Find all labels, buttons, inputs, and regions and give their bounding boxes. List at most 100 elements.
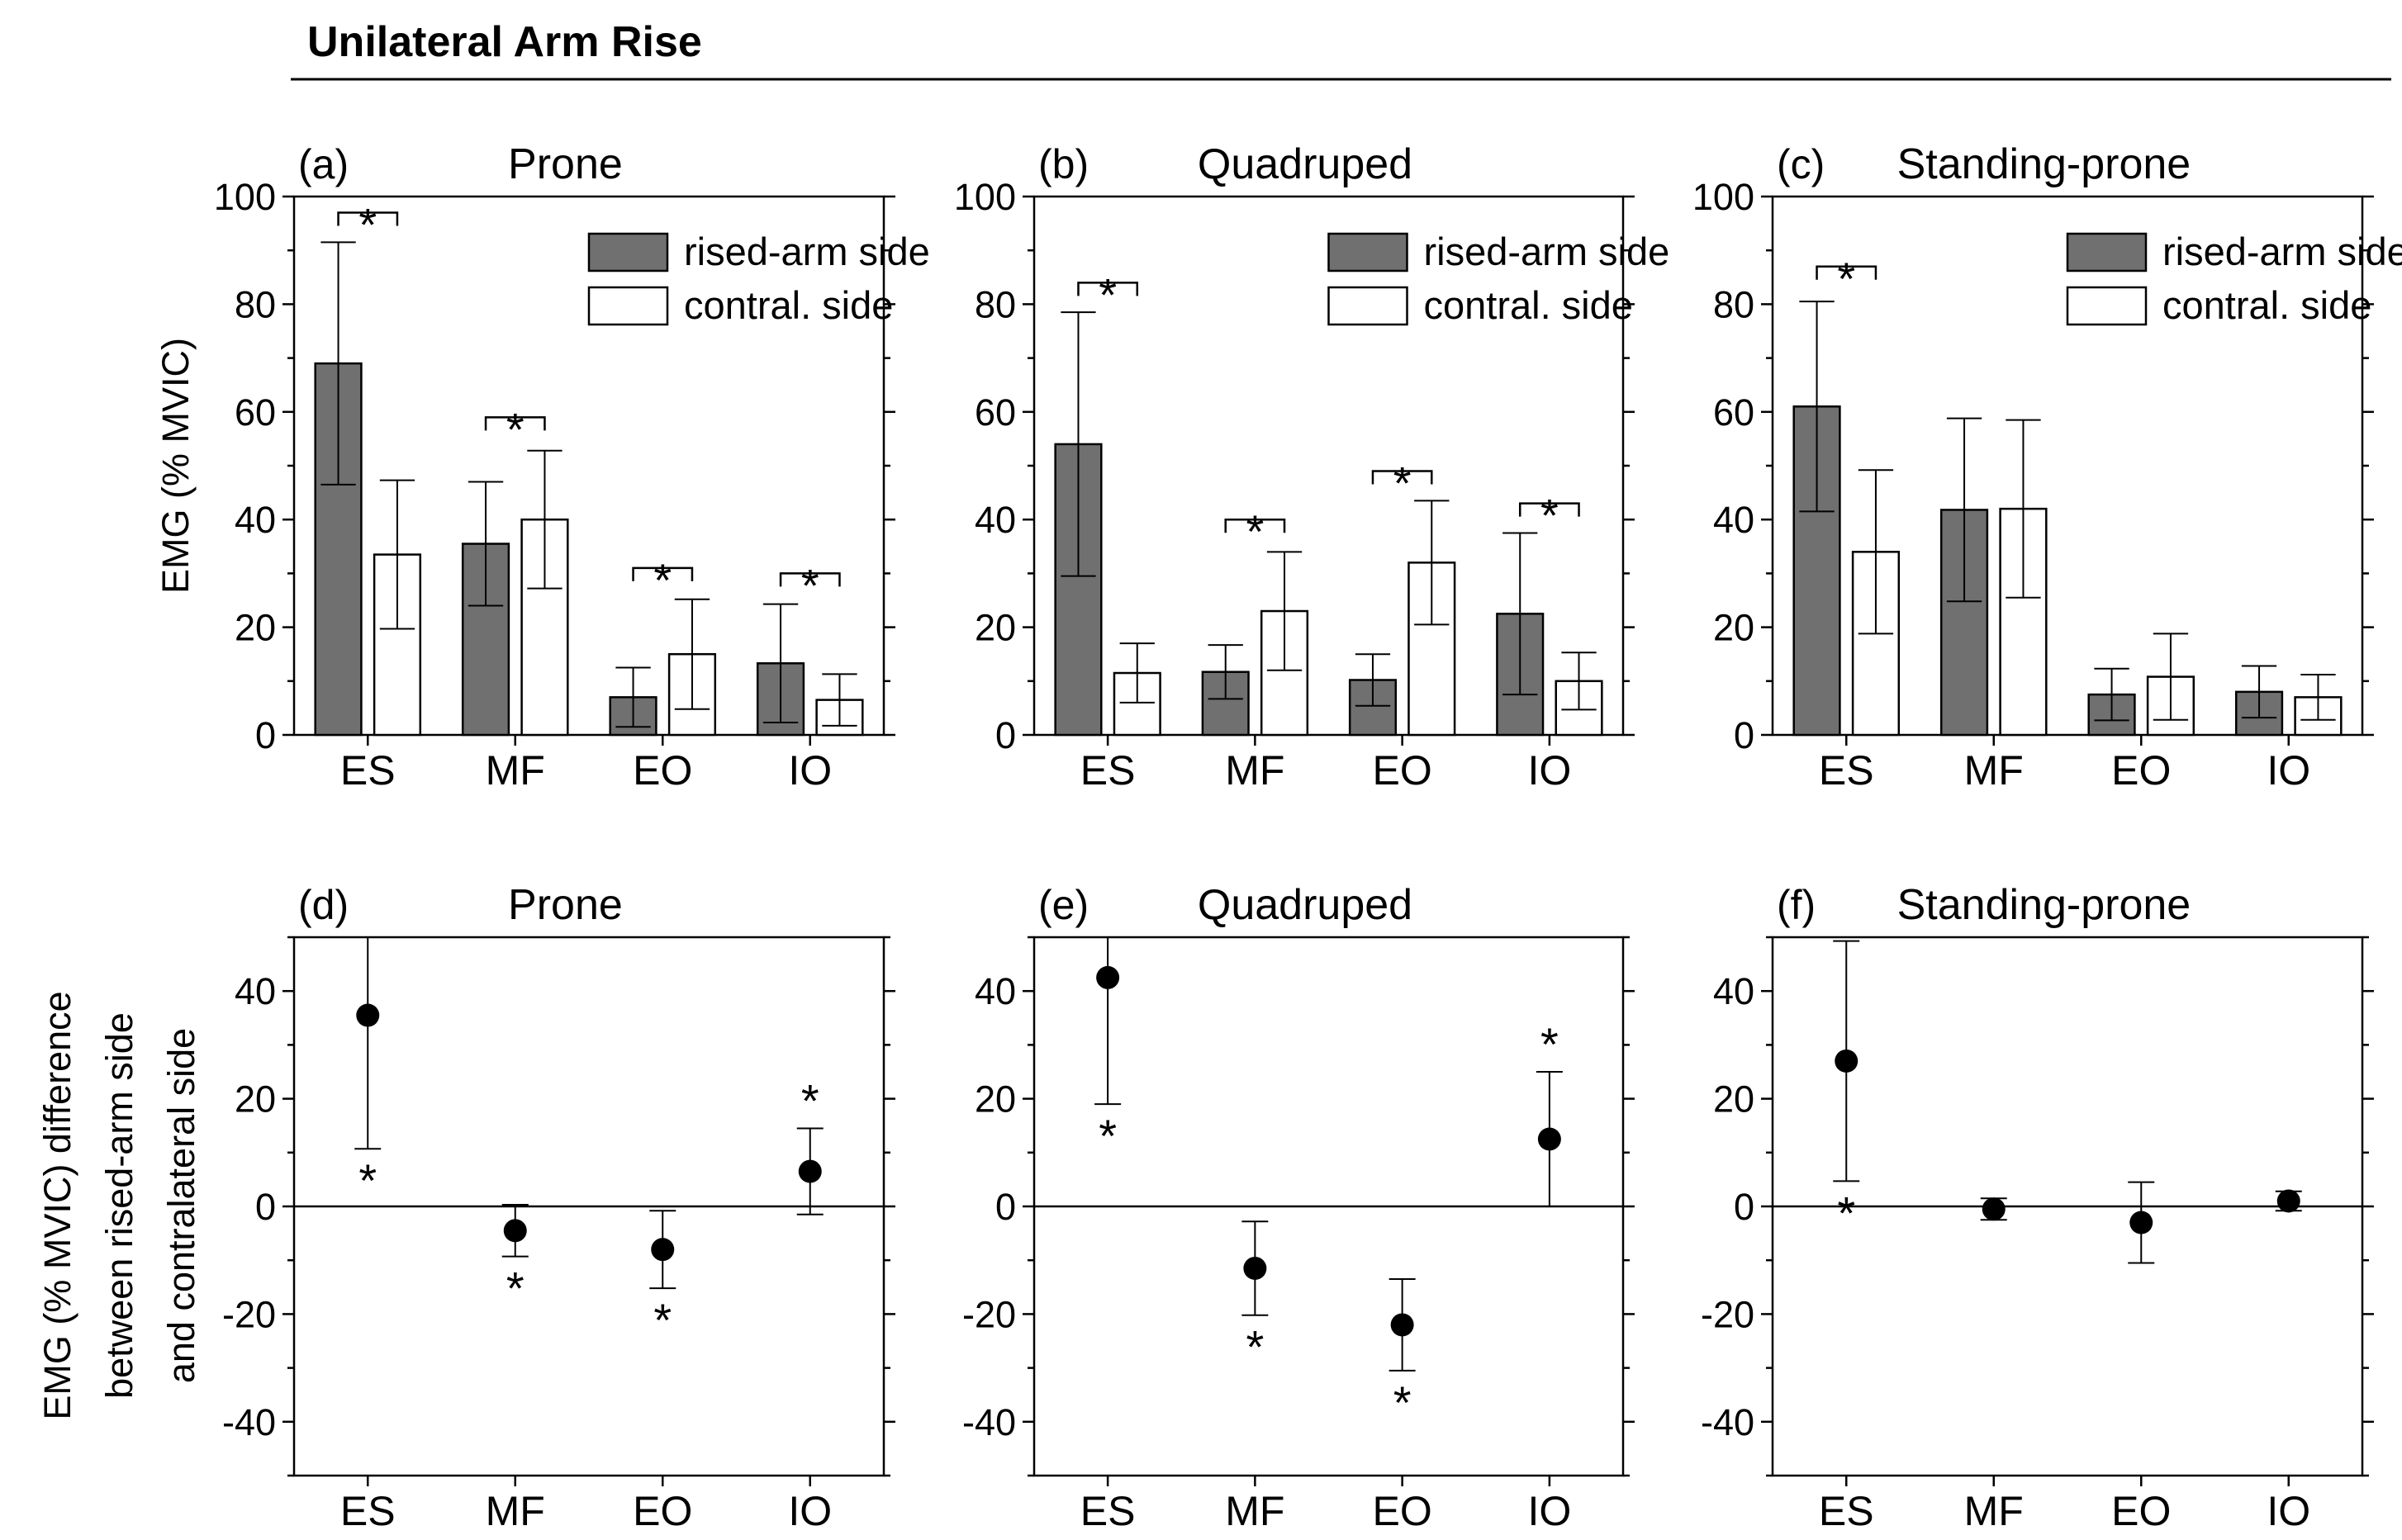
significance-star: * [506, 1263, 525, 1315]
panel-title: Quadruped [1198, 881, 1412, 929]
y-axis-title-bottom-line: EMG (% MVIC) difference [36, 991, 78, 1419]
x-tick-label: MF [1225, 1488, 1284, 1534]
legend-swatch-contral [587, 286, 669, 326]
y-tick-label: 100 [1692, 176, 1754, 218]
y-tick-label: 80 [975, 283, 1016, 325]
y-tick-label: 40 [1713, 970, 1754, 1012]
panel-title: Quadruped [1198, 140, 1412, 188]
y-tick-label: -40 [222, 1401, 276, 1443]
x-tick-label: IO [2267, 747, 2310, 794]
significance-star: * [1099, 1110, 1117, 1162]
x-tick-label: ES [1819, 747, 1874, 794]
x-tick-label: EO [1373, 1488, 1432, 1534]
significance-star: * [358, 199, 377, 251]
bar [1851, 551, 1901, 737]
y-tick-label: 60 [1713, 391, 1754, 434]
x-tick-label: ES [340, 1488, 396, 1534]
significance-bracket [779, 572, 841, 587]
significance-bracket [1816, 265, 1877, 280]
data-point [798, 1159, 822, 1183]
data-point [1537, 1127, 1561, 1151]
x-tick-label: EO [2111, 1488, 2171, 1534]
y-axis-labels: EMG (% MVIC) EMG (% MVIC) difference betwe… [36, 338, 202, 1420]
x-tick-label: EO [1373, 747, 1432, 794]
legend-label-rised: rised-arm side [1424, 230, 1670, 273]
y-tick-label: 100 [214, 176, 276, 218]
x-tick-label: MF [486, 1488, 545, 1534]
x-tick-label: MF [1964, 1488, 2024, 1534]
x-tick-label: EO [2111, 747, 2171, 794]
significance-bracket [484, 416, 546, 431]
panel-letter: (d) [298, 882, 349, 928]
y-tick-label: 80 [235, 283, 276, 325]
data-point [1835, 1049, 1858, 1073]
panel-f: (f) Standing-prone -40 -20 0 20 40 ES MF EO IO * [1701, 881, 2374, 1534]
data-point [1982, 1197, 2006, 1221]
significance-star: * [1099, 268, 1117, 320]
legend-swatch-rised [2066, 232, 2148, 272]
panel-title: Prone [508, 881, 623, 929]
panel-letter: (a) [298, 141, 349, 187]
significance-star: * [653, 554, 672, 606]
x-tick-label: EO [633, 1488, 692, 1534]
significance-star: * [1393, 1377, 1412, 1429]
y-tick-label: 0 [255, 714, 276, 756]
panel-c: (c) Standing-prone 0 20 40 60 80 100 ES MF EO IO * ri… [1692, 140, 2402, 794]
x-tick-label: IO [788, 1488, 832, 1534]
significance-star: * [1246, 1321, 1264, 1373]
legend-label-contral: contral. side [684, 283, 893, 327]
y-axis-title-top: EMG (% MVIC) [154, 338, 197, 594]
panel-letter: (b) [1038, 141, 1089, 187]
y-tick-label: 0 [1734, 714, 1754, 756]
significance-star: * [1393, 457, 1412, 509]
y-tick-label: 20 [975, 607, 1016, 649]
y-tick-label: 20 [235, 607, 276, 649]
x-tick-label: IO [1527, 747, 1571, 794]
x-tick-label: ES [1080, 747, 1136, 794]
data-point [1390, 1313, 1414, 1337]
y-axis-title-bottom-line: between rised-arm side [98, 1012, 140, 1399]
data-point [651, 1238, 675, 1262]
y-tick-label: 40 [975, 499, 1016, 541]
data-point [2276, 1189, 2300, 1213]
legend-label-contral: contral. side [1424, 283, 1633, 327]
significance-star: * [801, 1074, 819, 1126]
data-point [2129, 1211, 2153, 1234]
panel-title: Standing-prone [1897, 140, 2191, 188]
legend-swatch-rised [587, 232, 669, 272]
bar [1407, 562, 1456, 737]
y-tick-label: 0 [255, 1186, 276, 1228]
legend-label-rised: rised-arm side [2162, 230, 2402, 273]
data-point [503, 1219, 527, 1243]
legend-label-contral: contral. side [2162, 283, 2371, 327]
y-tick-label: 60 [975, 391, 1016, 434]
x-tick-label: IO [1527, 1488, 1571, 1534]
legend-swatch-rised [1327, 232, 1408, 272]
data-point [1096, 965, 1120, 989]
significance-star: * [1837, 253, 1855, 305]
panel-d: (d) Prone -40 -20 0 20 40 ES MF EO IO * * * * [222, 881, 895, 1534]
y-tick-label: -40 [962, 1401, 1016, 1443]
y-tick-label: 20 [1713, 1078, 1754, 1121]
data-point [1243, 1256, 1267, 1280]
significance-star: * [1540, 490, 1559, 542]
panel-letter: (c) [1777, 141, 1825, 187]
x-tick-label: MF [1964, 747, 2024, 794]
y-tick-label: -20 [222, 1293, 276, 1335]
y-tick-label: -20 [962, 1293, 1016, 1335]
legend-swatch-contral [2066, 286, 2148, 326]
y-axis-title-bottom-line: and contralateral side [160, 1028, 202, 1383]
legend-swatch-contral [1327, 286, 1408, 326]
panel-title: Standing-prone [1897, 881, 2191, 929]
significance-star: * [1540, 1018, 1559, 1070]
legend-label-rised: rised-arm side [684, 230, 930, 273]
y-tick-label: 40 [1713, 499, 1754, 541]
panel-title: Prone [508, 140, 623, 188]
x-tick-label: MF [1225, 747, 1284, 794]
panel-letter: (e) [1038, 882, 1089, 928]
significance-bracket [1518, 502, 1580, 517]
panel-letter: (f) [1777, 882, 1816, 928]
y-tick-label: 0 [995, 714, 1016, 756]
x-tick-label: IO [788, 747, 832, 794]
significance-star: * [801, 559, 819, 611]
